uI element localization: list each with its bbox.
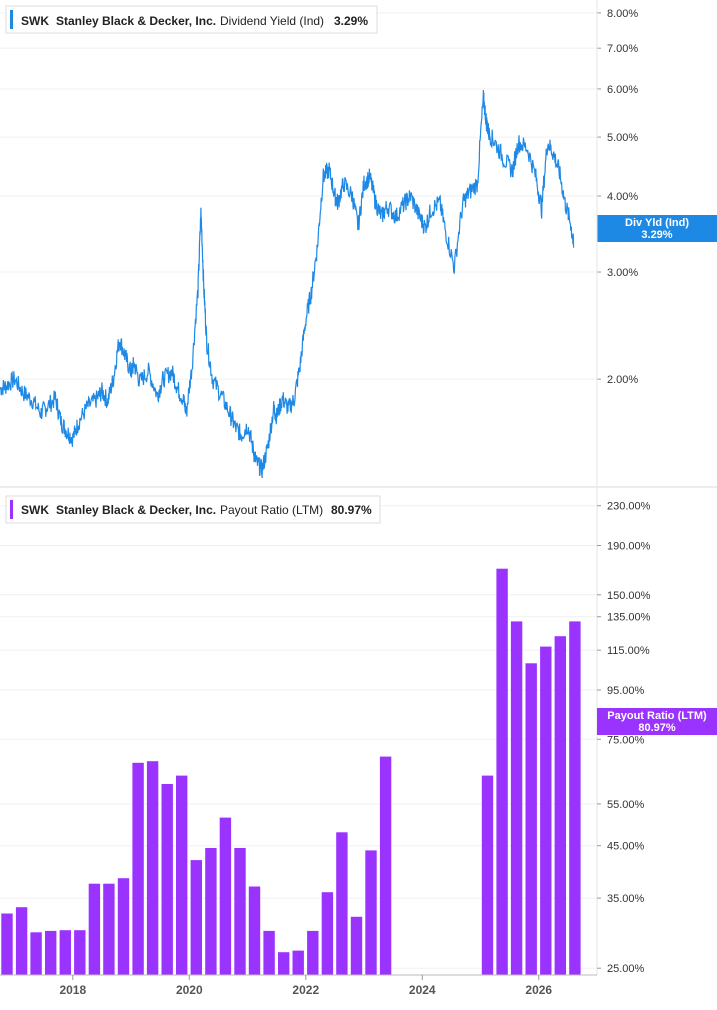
top-legend-value: 3.29% — [334, 14, 368, 28]
bottom-legend-value: 80.97% — [331, 503, 372, 517]
payout-bar — [365, 850, 377, 975]
payout-bar — [15, 907, 28, 975]
bottom-legend-box — [5, 495, 381, 524]
top-legend-company: Stanley Black & Decker, Inc. — [56, 14, 216, 28]
bottom-y-tick-label: 135.00% — [607, 612, 651, 624]
top-legend-box — [5, 5, 378, 34]
top-legend-metric: Dividend Yield (Ind) — [220, 14, 324, 28]
payout-bar — [146, 761, 159, 975]
payout-badge-value: 80.97% — [638, 722, 676, 734]
payout-bar — [481, 775, 494, 975]
yield-value-badge: Div Yld (Ind) 3.29% — [597, 215, 717, 242]
payout-bar — [190, 860, 202, 975]
payout-bar — [307, 930, 319, 975]
x-tick-label: 2018 — [59, 983, 86, 997]
bottom-y-tick-label: 25.00% — [607, 963, 645, 975]
bottom-y-tick-label: 45.00% — [607, 841, 645, 853]
payout-bar — [88, 883, 101, 975]
payout-bar — [525, 663, 537, 975]
top-y-tick-label: 4.00% — [607, 191, 638, 203]
payout-badge-box — [597, 708, 717, 735]
payout-bar — [379, 756, 392, 975]
payout-bar — [1, 913, 13, 975]
top-y-tick-label: 8.00% — [607, 8, 638, 20]
yield-badge-value: 3.29% — [641, 229, 672, 241]
bottom-y-tick-label: 35.00% — [607, 893, 645, 905]
payout-bar — [234, 848, 246, 975]
bottom-legend-company: Stanley Black & Decker, Inc. — [56, 503, 216, 517]
x-tick-label: 2020 — [176, 983, 203, 997]
payout-bar — [30, 932, 42, 975]
top-y-tick-label: 7.00% — [607, 43, 638, 55]
bottom-y-tick-label: 55.00% — [607, 799, 645, 811]
payout-bar — [117, 878, 130, 975]
payout-bar — [248, 886, 261, 975]
x-tick-label: 2024 — [409, 983, 436, 997]
bottom-y-tick-label: 190.00% — [607, 541, 651, 553]
top-y-tick-label: 2.00% — [607, 374, 638, 386]
payout-bar — [219, 817, 232, 975]
x-tick-label: 2022 — [292, 983, 319, 997]
bottom-y-tick-label: 75.00% — [607, 734, 645, 746]
payout-bar — [321, 892, 334, 975]
bottom-legend: SWK Stanley Black & Decker, Inc. Payout … — [5, 495, 381, 524]
top-y-axis: 8.00% 7.00% 6.00% 5.00% 4.00% 3.00% 2.00% — [597, 8, 638, 386]
payout-bar — [59, 930, 71, 975]
bottom-legend-metric: Payout Ratio (LTM) — [220, 503, 323, 517]
payout-bar — [350, 916, 363, 975]
top-grid — [0, 12, 597, 380]
x-tick-label: 2026 — [525, 983, 552, 997]
payout-bar — [569, 621, 581, 975]
bottom-y-tick-label: 230.00% — [607, 501, 651, 513]
bottom-y-tick-label: 95.00% — [607, 685, 645, 697]
top-y-tick-label: 5.00% — [607, 132, 638, 144]
payout-bar — [176, 775, 188, 975]
bottom-y-tick-label: 115.00% — [607, 645, 650, 657]
top-legend-ticker: SWK — [21, 14, 49, 28]
payout-bar — [103, 883, 115, 975]
payout-bar — [45, 930, 57, 975]
payout-bar — [336, 832, 348, 975]
top-y-tick-label: 3.00% — [607, 267, 638, 279]
payout-bar — [554, 636, 566, 975]
top-legend-swatch — [10, 10, 13, 29]
yield-badge-label: Div Yld (Ind) — [625, 217, 689, 229]
top-legend: SWK Stanley Black & Decker, Inc. Dividen… — [5, 5, 378, 34]
payout-bars — [1, 568, 581, 975]
bottom-legend-ticker: SWK — [21, 503, 49, 517]
payout-bar — [510, 621, 523, 975]
payout-bar — [161, 784, 173, 975]
dividend-yield-line — [0, 89, 575, 479]
bottom-y-axis: 230.00% 190.00% 150.00% 135.00% 115.00% 95.00… — [597, 501, 651, 975]
payout-bar — [292, 950, 304, 975]
payout-bar — [132, 762, 144, 975]
payout-bar — [496, 568, 508, 975]
top-y-tick-label: 6.00% — [607, 84, 638, 96]
payout-badge-label: Payout Ratio (LTM) — [607, 710, 707, 722]
payout-bar — [540, 646, 552, 975]
payout-bar — [278, 952, 290, 975]
bottom-y-tick-label: 150.00% — [607, 590, 651, 602]
payout-bar — [205, 848, 217, 975]
x-axis: 2018 2020 2022 2024 2026 — [59, 975, 552, 997]
payout-bar — [263, 930, 275, 975]
bottom-legend-swatch — [10, 500, 13, 519]
payout-bar — [74, 930, 86, 975]
yield-badge-box — [597, 215, 717, 242]
payout-value-badge: Payout Ratio (LTM) 80.97% — [597, 708, 717, 735]
